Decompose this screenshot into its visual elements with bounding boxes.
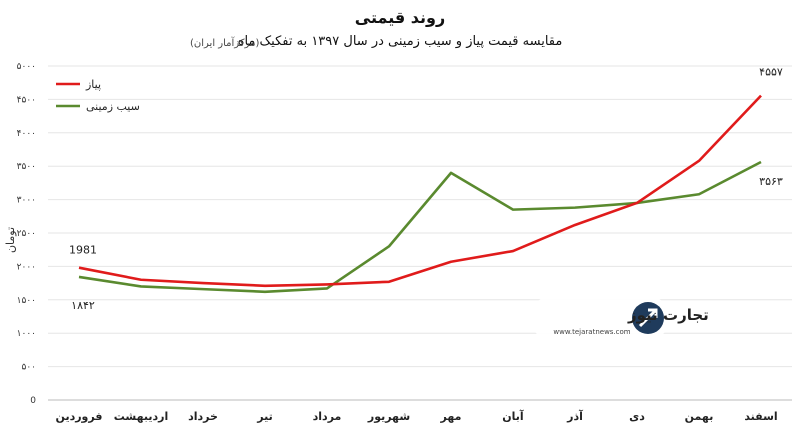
data-label: ۴۵۵۷ [759, 66, 783, 79]
y-tick-label: 0 [30, 396, 36, 406]
x-tick-label: آبان [502, 409, 524, 423]
y-tick-label: ۱۰۰۰ [17, 329, 36, 339]
data-labels: 1981 ۱۸۴۲ ۴۵۵۷ ۳۵۶۳ [69, 66, 783, 312]
chart-title: روند قیمتی [354, 8, 446, 27]
grid-lines [48, 65, 792, 401]
y-tick-label: ۵۰۰۰ [17, 62, 36, 72]
y-tick-label: ۱۵۰۰ [17, 296, 36, 306]
x-tick-label: تیر [256, 410, 272, 423]
logo-arrow-icon [638, 308, 658, 328]
x-tick-label: دی [629, 410, 645, 423]
chart-subtitle: مقایسه قیمت پیاز و سیب زمینی در سال ۱۳۹۷… [237, 34, 563, 49]
y-tick-label: ۲۰۰۰ [17, 262, 36, 272]
legend-label: پیاز [85, 78, 101, 91]
y-axis-ticks: 0 ۵۰۰ ۱۰۰۰ ۱۵۰۰ ۲۰۰۰ ۲۵۰۰ ۳۰۰۰ ۳۵۰۰ ۴۰۰۰ ۴۵۰۰ ۵۰۰۰ [17, 62, 37, 406]
series-line [78, 160, 762, 294]
x-tick-label: اردیبهشت [114, 410, 168, 423]
data-label: 1981 [69, 244, 97, 257]
x-tick-label: اسفند [744, 410, 777, 423]
y-axis-title: تومان [4, 227, 17, 253]
x-axis-categories: فروردین اردیبهشت خرداد تیر مرداد شهریور مهر آبا… [56, 409, 778, 423]
series-line [78, 94, 762, 288]
y-tick-label: ۳۵۰۰ [17, 162, 36, 172]
logo-url: www.tejaratnews.com [553, 328, 630, 336]
x-tick-label: بهمن [685, 410, 714, 423]
y-tick-label: ۳۰۰۰ [17, 196, 36, 206]
y-tick-label: ۲۵۰۰ [17, 229, 36, 239]
x-tick-label: مرداد [313, 410, 342, 423]
x-tick-label: شهریور [367, 410, 410, 423]
logo-name: تجارت نیوز [627, 306, 709, 324]
chart-source: (مرکزآمار ایران) [190, 38, 260, 49]
x-tick-label: فروردین [56, 410, 103, 423]
y-tick-label: ۴۰۰۰ [17, 129, 36, 139]
data-label: ۱۸۴۲ [71, 299, 95, 312]
x-tick-label: مهر [440, 410, 462, 423]
x-tick-label: خرداد [188, 410, 218, 423]
data-label: ۳۵۶۳ [759, 175, 783, 188]
series-lines [78, 94, 762, 294]
y-tick-label: ۴۵۰۰ [17, 95, 36, 105]
y-tick-label: ۵۰۰ [21, 363, 36, 373]
logo-background [530, 296, 670, 340]
legend: پیاز سیب زمینی [56, 78, 140, 113]
x-tick-label: آذر [566, 409, 583, 423]
legend-label: سیب زمینی [86, 100, 140, 113]
watermark-logo: تجارت نیوز www.tejaratnews.com [530, 296, 709, 340]
